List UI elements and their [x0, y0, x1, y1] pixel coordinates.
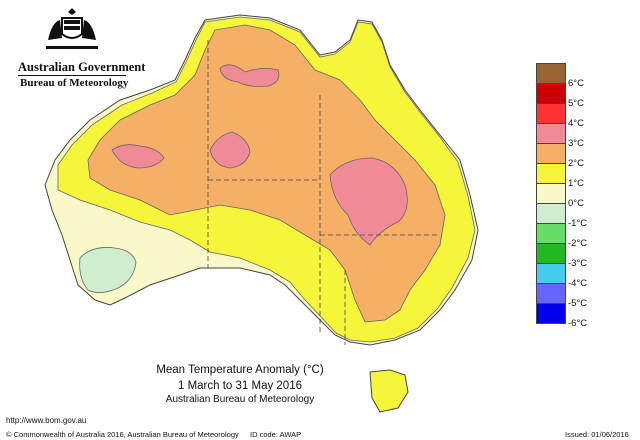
state-borders [207, 40, 440, 345]
legend-label: -5°C [568, 298, 588, 309]
legend-label: 5°C [568, 98, 584, 109]
legend-swatch [536, 283, 566, 304]
anomaly-3c-patch-west [111, 144, 165, 169]
legend-label: 1°C [568, 178, 584, 189]
legend-swatch [536, 163, 566, 184]
caption-dates: 1 March to 31 May 2016 [177, 380, 302, 392]
logo-divider [18, 75, 126, 76]
caption-org: Australian Bureau of Meteorology [165, 394, 315, 405]
legend-label: 2°C [568, 158, 584, 169]
legend-swatch [536, 143, 566, 164]
legend-swatch [536, 303, 566, 324]
legend-swatch [536, 223, 566, 244]
anomaly-2c-zone [87, 24, 446, 323]
bom-url-link[interactable]: http://www.bom.gov.au [6, 416, 87, 425]
legend-swatch [536, 123, 566, 144]
legend-swatch [536, 83, 566, 104]
anomaly-3c-patch-central [209, 131, 251, 169]
legend-label: -1°C [568, 218, 588, 229]
gov-title: Australian Government [18, 60, 146, 74]
id-code: ID code: AWAP [250, 430, 302, 439]
caption-title: Mean Temperature Anomaly (°C) [156, 364, 324, 376]
legend-swatch [536, 263, 566, 284]
tasmania [369, 369, 409, 413]
anomaly-3c-patch-north [219, 64, 280, 87]
legend-swatch [536, 203, 566, 224]
legend-swatch [536, 103, 566, 124]
legend-label: 0°C [568, 198, 584, 209]
legend-label: -2°C [568, 238, 588, 249]
legend-swatch [536, 63, 566, 84]
anomaly-3c-patch-queensland [329, 157, 408, 246]
issued-date: Issued: 01/06/2016 [565, 430, 629, 439]
anomaly-neg1c-patch [79, 247, 137, 293]
bom-logo: Australian Government Bureau of Meteorol… [6, 6, 145, 96]
legend-label: 4°C [568, 118, 584, 129]
map-caption: Mean Temperature Anomaly (°C) 1 March to… [140, 364, 340, 405]
legend-label: -6°C [568, 318, 588, 329]
coat-of-arms-icon [46, 8, 98, 49]
legend-swatch [536, 183, 566, 204]
legend-label: -4°C [568, 278, 588, 289]
legend-label: 6°C [568, 78, 584, 89]
legend-swatch [536, 243, 566, 264]
legend-label: -3°C [568, 258, 588, 269]
color-legend [536, 63, 566, 324]
legend-label: 3°C [568, 138, 584, 149]
gov-bureau: Bureau of Meteorology [20, 77, 129, 89]
copyright-text: © Commonwealth of Australia 2016, Austra… [6, 430, 239, 439]
